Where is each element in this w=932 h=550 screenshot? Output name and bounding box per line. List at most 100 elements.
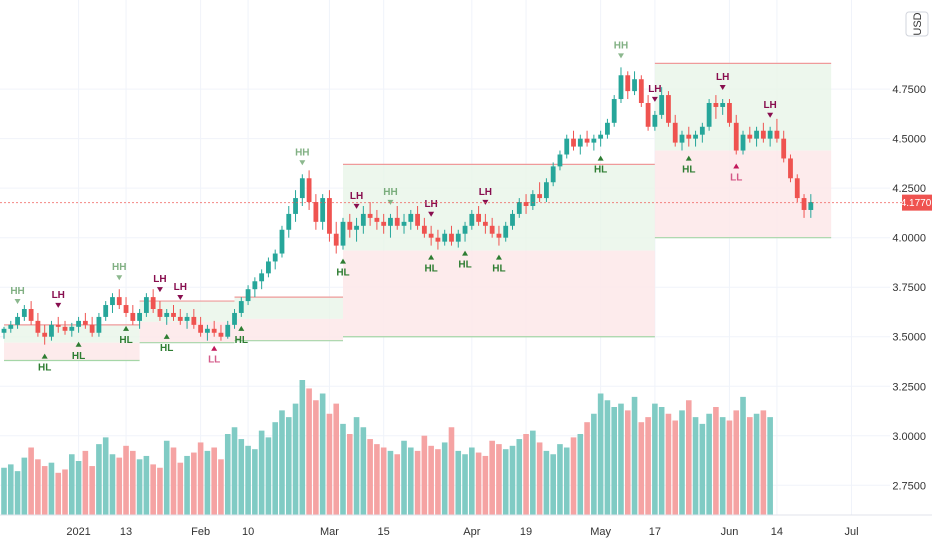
- candle[interactable]: [801, 194, 807, 218]
- candle[interactable]: [238, 297, 244, 317]
- candle[interactable]: [584, 130, 590, 147]
- candle[interactable]: [198, 316, 204, 337]
- candle[interactable]: [103, 301, 109, 321]
- candle[interactable]: [482, 213, 488, 234]
- candle[interactable]: [211, 320, 217, 337]
- candle[interactable]: [428, 225, 434, 246]
- candle[interactable]: [618, 67, 624, 103]
- candle[interactable]: [503, 221, 509, 242]
- candle[interactable]: [76, 316, 81, 333]
- candle[interactable]: [347, 213, 353, 238]
- candle[interactable]: [259, 269, 265, 290]
- candle[interactable]: [21, 305, 27, 321]
- candle[interactable]: [293, 190, 298, 222]
- candle[interactable]: [388, 213, 393, 238]
- price-axis[interactable]: 4.7500 4.5000 4.2500 4.0000 3.7500 3.5000 3.25…: [892, 84, 926, 492]
- candle[interactable]: [164, 309, 170, 325]
- candle[interactable]: [381, 213, 387, 234]
- candle[interactable]: [781, 130, 787, 163]
- candle[interactable]: [591, 134, 597, 151]
- candle[interactable]: [184, 312, 190, 329]
- candles[interactable]: [1, 67, 814, 345]
- candle[interactable]: [794, 174, 800, 203]
- candle[interactable]: [557, 150, 563, 171]
- candle[interactable]: [272, 249, 278, 270]
- candle[interactable]: [333, 221, 339, 254]
- candle[interactable]: [686, 126, 692, 147]
- candle[interactable]: [740, 130, 746, 155]
- time-axis[interactable]: 2021 13 Feb 10 Mar 15 Apr 19 May 17 Jun 14 Jul: [0, 514, 932, 538]
- candle[interactable]: [110, 293, 115, 313]
- candle[interactable]: [15, 312, 20, 329]
- candle[interactable]: [116, 289, 122, 309]
- candle[interactable]: [476, 206, 481, 226]
- candle[interactable]: [360, 206, 366, 234]
- candle[interactable]: [367, 202, 373, 226]
- candle[interactable]: [225, 320, 231, 339]
- candle[interactable]: [177, 309, 183, 325]
- candle[interactable]: [666, 91, 671, 127]
- candle[interactable]: [137, 309, 142, 329]
- candle[interactable]: [523, 194, 529, 214]
- candle[interactable]: [232, 309, 237, 329]
- candle[interactable]: [150, 289, 156, 313]
- candle[interactable]: [672, 114, 678, 147]
- candle[interactable]: [706, 99, 712, 131]
- candle[interactable]: [69, 322, 75, 337]
- candle[interactable]: [516, 198, 522, 218]
- candle[interactable]: [638, 75, 644, 107]
- candle[interactable]: [550, 162, 556, 187]
- candle[interactable]: [143, 293, 149, 317]
- candle[interactable]: [693, 130, 698, 147]
- candle[interactable]: [808, 194, 814, 218]
- candle[interactable]: [313, 194, 319, 230]
- candle[interactable]: [415, 206, 420, 230]
- candle[interactable]: [89, 316, 95, 337]
- candle[interactable]: [62, 320, 68, 335]
- candle[interactable]: [469, 209, 475, 230]
- candle[interactable]: [205, 324, 210, 341]
- candle[interactable]: [564, 134, 570, 159]
- candle[interactable]: [82, 312, 88, 329]
- candle[interactable]: [774, 118, 780, 143]
- candle[interactable]: [421, 217, 427, 238]
- candle[interactable]: [605, 118, 610, 139]
- candle[interactable]: [28, 301, 34, 325]
- candle[interactable]: [598, 130, 604, 147]
- candle[interactable]: [327, 190, 332, 242]
- candle[interactable]: [171, 305, 176, 321]
- candle[interactable]: [679, 130, 685, 151]
- candle[interactable]: [699, 122, 705, 143]
- candle[interactable]: [449, 225, 454, 246]
- candle[interactable]: [632, 71, 637, 96]
- candle[interactable]: [35, 312, 41, 337]
- candle[interactable]: [720, 99, 726, 115]
- candle[interactable]: [8, 320, 14, 333]
- currency-badge[interactable]: USD: [905, 11, 929, 37]
- candle[interactable]: [279, 225, 285, 258]
- candle[interactable]: [286, 206, 292, 238]
- candle[interactable]: [530, 190, 536, 210]
- candle[interactable]: [713, 95, 719, 119]
- candle[interactable]: [266, 257, 271, 278]
- candle[interactable]: [659, 87, 665, 119]
- candle[interactable]: [401, 213, 407, 234]
- candle[interactable]: [767, 126, 773, 147]
- candle[interactable]: [55, 316, 61, 333]
- candle[interactable]: [49, 320, 54, 341]
- candle[interactable]: [123, 297, 129, 317]
- candle[interactable]: [252, 277, 258, 298]
- candle[interactable]: [130, 305, 136, 325]
- candle[interactable]: [394, 206, 400, 230]
- candle[interactable]: [625, 71, 631, 100]
- candle[interactable]: [652, 110, 658, 131]
- candle[interactable]: [157, 301, 163, 321]
- candle[interactable]: [760, 122, 766, 143]
- candle[interactable]: [320, 194, 326, 230]
- candle[interactable]: [788, 154, 793, 183]
- candle[interactable]: [462, 221, 468, 242]
- candle[interactable]: [42, 324, 48, 345]
- candle[interactable]: [733, 114, 739, 155]
- candle[interactable]: [727, 99, 732, 127]
